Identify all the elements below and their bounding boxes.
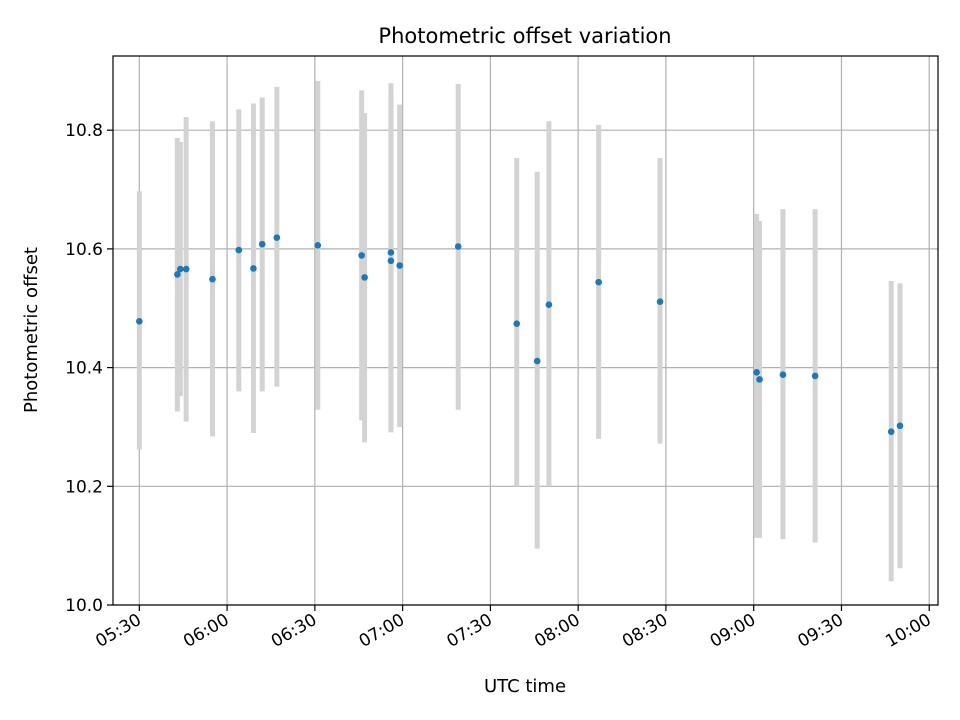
data-point [314, 242, 322, 249]
data-point [209, 275, 216, 283]
data-point [545, 301, 553, 308]
data-point [250, 265, 257, 272]
data-point [174, 271, 181, 278]
x-axis-label: UTC time [484, 676, 566, 697]
plot-frame [112, 55, 939, 606]
data-point [358, 252, 365, 259]
y-tick-label: 10.6 [65, 240, 103, 260]
data-point [533, 357, 541, 365]
data-point [779, 371, 787, 379]
data-point [811, 372, 819, 380]
data-point [595, 278, 602, 286]
chart-title: Photometric offset variation [378, 24, 671, 48]
data-point [176, 265, 184, 273]
data-point [753, 369, 760, 376]
data-point [656, 298, 664, 306]
data-point [258, 240, 266, 248]
data-point [896, 422, 904, 430]
data-point [387, 249, 395, 256]
y-tick-label: 10.4 [65, 359, 103, 379]
y-tick-label: 10.0 [65, 596, 103, 616]
data-point [361, 274, 368, 281]
data-point [235, 246, 243, 254]
data-point [136, 318, 143, 325]
data-point [513, 320, 521, 327]
y-tick-label: 10.2 [65, 477, 103, 497]
data-point [887, 428, 895, 435]
data-point [273, 234, 281, 241]
data-point [387, 257, 395, 265]
data-point [756, 376, 763, 383]
y-axis-label: Photometric offset [21, 247, 42, 413]
y-tick-label: 10.8 [65, 121, 103, 141]
y-axis: 10.0 10.2 10.4 10.6 10.8 [65, 121, 113, 616]
data-point [182, 265, 190, 273]
data-points [136, 234, 904, 435]
data-point [396, 262, 404, 269]
data-point [454, 243, 462, 250]
